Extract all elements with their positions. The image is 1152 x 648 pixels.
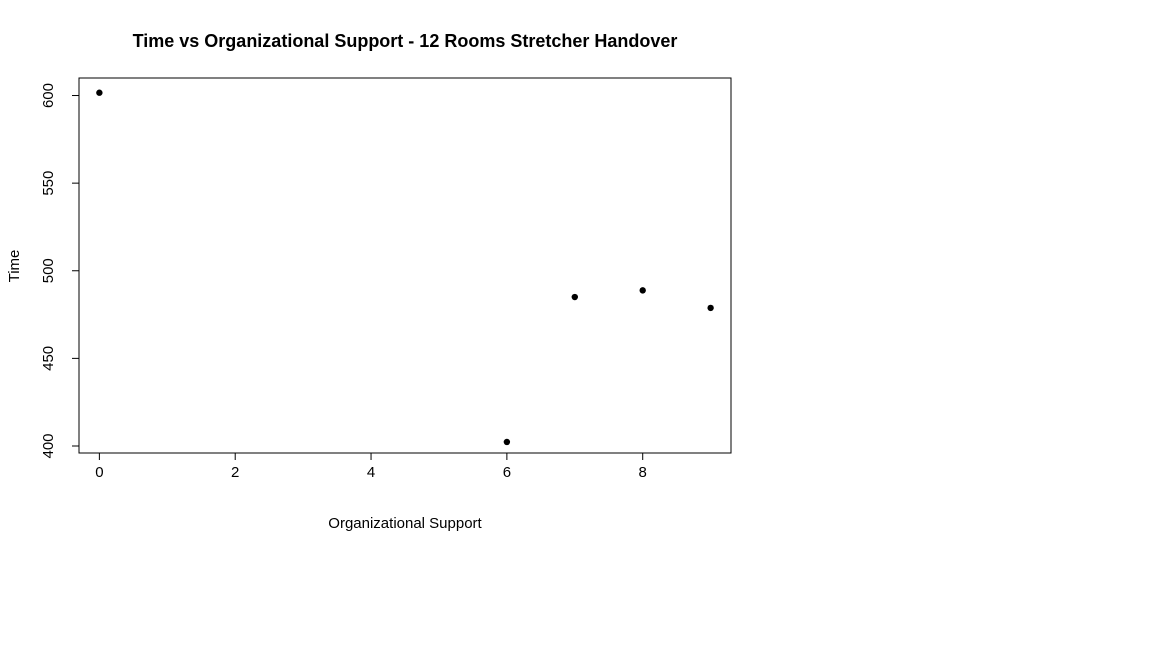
data-point <box>571 293 578 301</box>
chart-title: Time vs Organizational Support - 12 Room… <box>133 31 678 51</box>
data-point <box>639 287 646 294</box>
x-tick-label: 0 <box>95 464 103 481</box>
x-tick-label: 6 <box>503 464 511 481</box>
y-tick-label: 600 <box>40 83 57 108</box>
x-tick-label: 8 <box>639 464 647 481</box>
y-tick-label: 400 <box>40 433 57 458</box>
data-point <box>707 304 714 312</box>
x-axis: 0 2 4 6 8 <box>95 452 647 481</box>
y-tick-label: 500 <box>40 258 57 283</box>
y-tick-label: 550 <box>40 171 57 196</box>
y-tick-label: 450 <box>40 346 57 371</box>
data-point <box>503 438 511 446</box>
y-axis-label: Time <box>6 250 23 283</box>
x-tick-label: 4 <box>367 464 375 481</box>
data-points <box>96 89 714 446</box>
y-axis: 400 450 500 550 600 <box>40 83 80 459</box>
x-axis-label: Organizational Support <box>328 515 482 532</box>
data-point <box>96 89 103 96</box>
plot-frame <box>78 77 732 454</box>
x-tick-label: 2 <box>231 464 239 481</box>
